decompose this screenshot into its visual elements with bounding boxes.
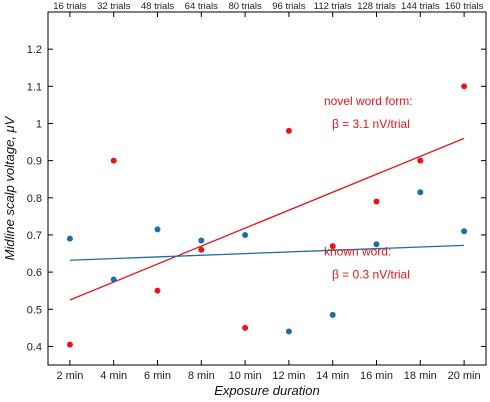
annotation-line1-1: known word: bbox=[324, 244, 391, 258]
top-tick-label-8: 144 trials bbox=[401, 1, 440, 12]
point-novel-word-form-9 bbox=[461, 83, 468, 90]
annotation-line1-0: novel word form: bbox=[324, 94, 413, 108]
x-tick-label-6: 14 min bbox=[316, 370, 349, 382]
top-tick-label-2: 48 trials bbox=[141, 1, 175, 12]
top-tick-label-6: 112 trials bbox=[314, 1, 352, 12]
x-tick-label-1: 4 min bbox=[100, 370, 127, 382]
top-tick-label-4: 80 trials bbox=[228, 1, 262, 12]
x-tick-label-8: 18 min bbox=[404, 370, 437, 382]
x-tick-label-5: 12 min bbox=[272, 370, 305, 382]
fit-line-novel-word-form bbox=[69, 137, 465, 301]
x-tick-label-4: 10 min bbox=[229, 370, 262, 382]
annotation-line2-1: β = 0.3 nV/trial bbox=[332, 267, 410, 281]
point-known-word-5 bbox=[285, 328, 292, 335]
x-tick-label-3: 8 min bbox=[188, 370, 215, 382]
x-tick-label-0: 2 min bbox=[56, 370, 83, 382]
y-tick-label-8: 1.2 bbox=[27, 44, 42, 56]
y-tick-label-0: 0.4 bbox=[27, 341, 42, 353]
y-axis-label: Midline scalp voltage, μV bbox=[2, 115, 17, 260]
point-known-word-2 bbox=[154, 226, 161, 233]
y-tick-label-5: 0.9 bbox=[27, 156, 42, 168]
point-known-word-0 bbox=[66, 235, 73, 242]
point-known-word-9 bbox=[461, 228, 468, 235]
plot-frame bbox=[47, 11, 487, 366]
point-known-word-4 bbox=[242, 231, 249, 238]
point-known-word-6 bbox=[329, 311, 336, 318]
top-tick-label-3: 64 trials bbox=[185, 1, 219, 12]
y-tick-label-6: 1 bbox=[36, 118, 42, 130]
top-tick-label-5: 96 trials bbox=[272, 1, 306, 12]
y-tick-label-2: 0.6 bbox=[27, 267, 42, 279]
top-tick-label-9: 160 trials bbox=[445, 1, 484, 12]
point-novel-word-form-5 bbox=[285, 127, 292, 134]
point-novel-word-form-2 bbox=[154, 287, 161, 294]
top-tick-label-0: 16 trials bbox=[53, 1, 87, 12]
point-known-word-7 bbox=[373, 241, 380, 248]
x-axis-label: Exposure duration bbox=[214, 383, 320, 398]
point-novel-word-form-7 bbox=[373, 198, 380, 205]
y-tick-label-1: 0.5 bbox=[27, 304, 42, 316]
point-novel-word-form-0 bbox=[66, 341, 73, 348]
point-novel-word-form-1 bbox=[110, 157, 117, 164]
annotation-line2-0: β = 3.1 nV/trial bbox=[332, 117, 410, 131]
point-novel-word-form-6 bbox=[329, 243, 336, 250]
x-tick-label-9: 20 min bbox=[448, 370, 481, 382]
top-tick-label-7: 128 trials bbox=[357, 1, 396, 12]
x-tick-label-7: 16 min bbox=[360, 370, 393, 382]
top-tick-label-1: 32 trials bbox=[97, 1, 131, 12]
point-known-word-8 bbox=[417, 189, 424, 196]
x-tick-label-2: 6 min bbox=[144, 370, 171, 382]
point-novel-word-form-3 bbox=[198, 246, 205, 253]
point-novel-word-form-4 bbox=[242, 324, 249, 331]
y-tick-label-4: 0.8 bbox=[27, 193, 42, 205]
y-tick-label-7: 1.1 bbox=[27, 81, 42, 93]
y-tick-label-3: 0.7 bbox=[27, 230, 42, 242]
fit-line-known-word bbox=[69, 244, 465, 261]
point-known-word-1 bbox=[110, 276, 117, 283]
point-known-word-3 bbox=[198, 237, 205, 244]
point-novel-word-form-8 bbox=[417, 157, 424, 164]
